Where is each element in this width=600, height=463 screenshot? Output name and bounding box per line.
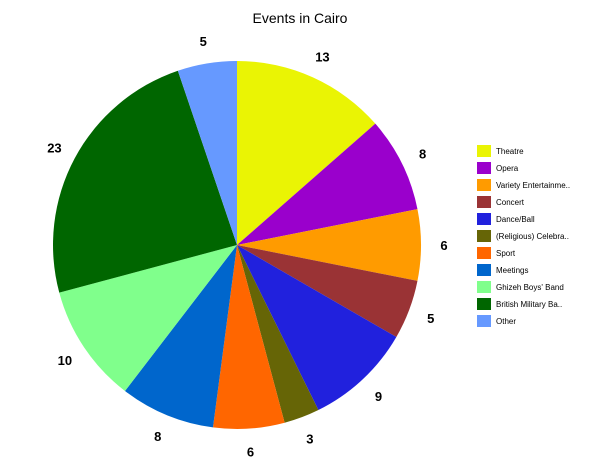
legend-swatch-10 [477, 315, 491, 327]
pie-slice-8 [59, 245, 237, 391]
legend-label-7: Meetings [496, 266, 528, 275]
pie-value-labels: 13 8 6 5 9 3 6 8 10 23 5 [47, 34, 447, 460]
legend-label-9: British Military Ba.. [496, 300, 562, 309]
slice-value-label-9: 23 [47, 140, 61, 155]
slice-value-label-2: 6 [440, 238, 447, 253]
slice-value-label-1: 8 [419, 146, 426, 161]
pie-slice-7 [124, 245, 237, 428]
legend-swatch-0 [477, 145, 491, 157]
legend-swatch-6 [477, 247, 491, 259]
pie-slice-3 [237, 245, 418, 337]
slice-value-label-3: 5 [427, 311, 434, 326]
pie-slice-5 [237, 245, 319, 423]
legend-label-10: Other [496, 317, 516, 326]
slice-value-label-0: 13 [315, 49, 329, 64]
slice-value-label-7: 8 [154, 429, 161, 444]
legend-label-8: Ghizeh Boys' Band [496, 283, 564, 292]
legend-label-4: Dance/Ball [496, 215, 535, 224]
legend-swatch-3 [477, 196, 491, 208]
slice-value-label-10: 5 [200, 34, 207, 49]
legend-label-0: Theatre [496, 147, 524, 156]
legend-swatch-4 [477, 213, 491, 225]
chart-title: Events in Cairo [253, 10, 348, 26]
legend-swatch-5 [477, 230, 491, 242]
legend-label-2: Variety Entertainme.. [496, 181, 570, 190]
pie-slice-6 [212, 245, 285, 429]
pie-slice-1 [237, 123, 418, 245]
legend-label-5: (Religious) Celebra.. [496, 232, 569, 241]
slice-value-label-4: 9 [375, 389, 382, 404]
legend-label-6: Sport [496, 249, 516, 258]
pie-slice-9 [53, 70, 237, 293]
legend-swatch-1 [477, 162, 491, 174]
pie-slices [53, 61, 421, 429]
legend-swatch-7 [477, 264, 491, 276]
legend-swatch-9 [477, 298, 491, 310]
legend: Theatre Opera Variety Entertainme.. Concert… [477, 145, 570, 327]
legend-label-1: Opera [496, 164, 519, 173]
slice-value-label-8: 10 [58, 353, 72, 368]
pie-slice-4 [237, 245, 397, 411]
slice-value-label-5: 3 [306, 432, 313, 447]
pie-slice-0 [237, 61, 376, 245]
legend-swatch-2 [477, 179, 491, 191]
legend-label-3: Concert [496, 198, 525, 207]
pie-slice-2 [237, 209, 421, 281]
legend-swatch-8 [477, 281, 491, 293]
pie-slice-10 [177, 61, 237, 245]
slice-value-label-6: 6 [247, 445, 254, 460]
